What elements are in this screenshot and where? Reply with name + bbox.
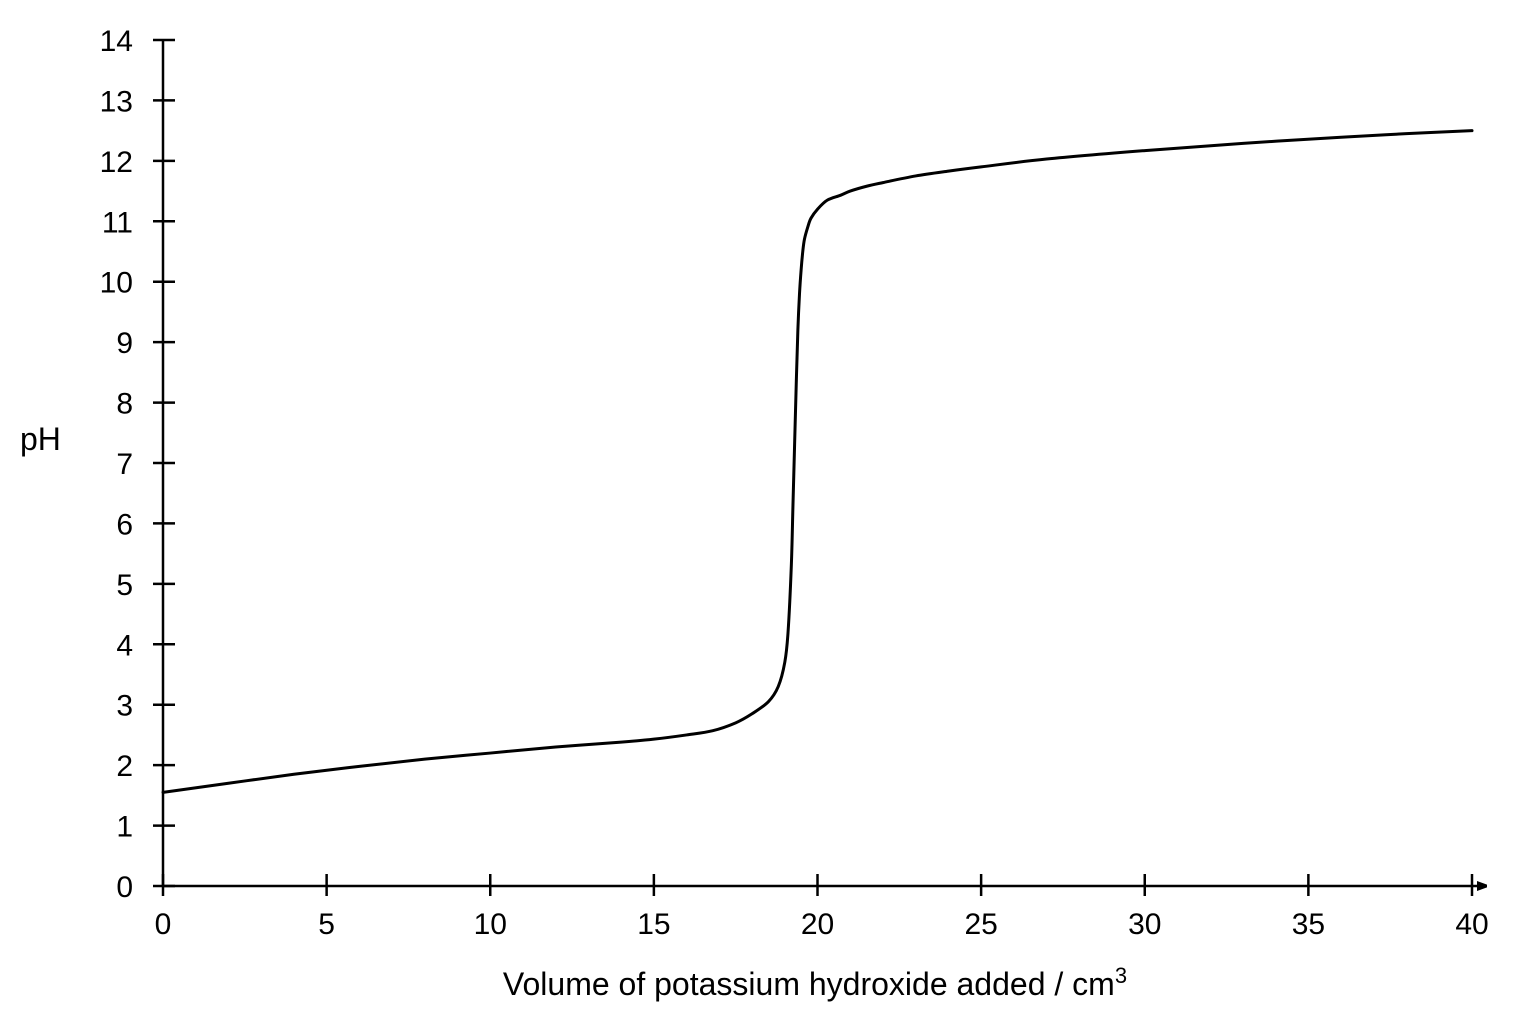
y-axis-label: pH bbox=[20, 421, 61, 457]
x-tick-label: 10 bbox=[474, 908, 507, 941]
x-tick-label: 30 bbox=[1128, 908, 1161, 941]
x-axis-label-text: Volume of potassium hydroxide added / cm bbox=[503, 966, 1115, 1002]
x-axis-label: Volume of potassium hydroxide added / cm… bbox=[503, 963, 1127, 1002]
y-tick-label: 13 bbox=[100, 85, 133, 118]
x-axis-label-superscript: 3 bbox=[1115, 963, 1127, 988]
y-tick-label: 0 bbox=[116, 871, 133, 904]
y-tick-label: 2 bbox=[116, 750, 133, 783]
y-tick-label: 5 bbox=[116, 569, 133, 602]
x-tick-label: 5 bbox=[318, 908, 335, 941]
y-tick-label: 4 bbox=[116, 629, 133, 662]
y-tick-label: 12 bbox=[100, 146, 133, 179]
y-tick-label: 11 bbox=[102, 206, 133, 239]
x-tick-label: 20 bbox=[801, 908, 834, 941]
y-tick-label: 8 bbox=[116, 388, 133, 421]
y-tick-label: 6 bbox=[116, 508, 133, 541]
y-tick-label: 10 bbox=[100, 267, 133, 300]
y-tick-label: 7 bbox=[116, 448, 133, 481]
x-tick-label: 25 bbox=[964, 908, 997, 941]
x-tick-label: 40 bbox=[1455, 908, 1488, 941]
x-tick-label: 35 bbox=[1292, 908, 1325, 941]
y-tick-label: 1 bbox=[116, 811, 133, 844]
x-tick-label: 15 bbox=[637, 908, 670, 941]
y-tick-label: 3 bbox=[116, 690, 133, 723]
y-tick-label: 14 bbox=[100, 25, 133, 58]
series-line bbox=[161, 129, 1474, 794]
x-tick-label: 0 bbox=[155, 908, 172, 941]
y-tick-label: 9 bbox=[116, 327, 133, 360]
